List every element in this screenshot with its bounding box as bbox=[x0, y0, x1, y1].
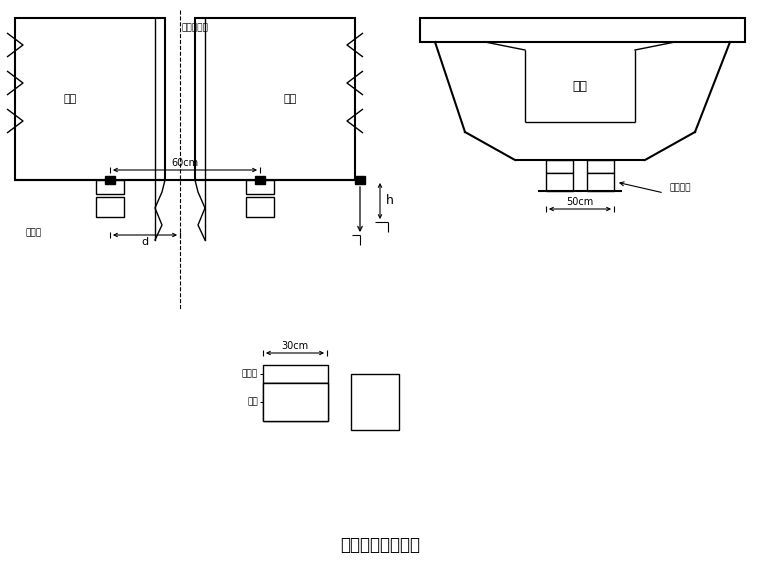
Text: d: d bbox=[141, 237, 148, 247]
Bar bbox=[246, 180, 274, 194]
Text: 纳砂: 纳砂 bbox=[247, 397, 258, 406]
Bar bbox=[546, 173, 573, 191]
Text: 钓板垂: 钓板垂 bbox=[242, 369, 258, 378]
Text: 支承垒压: 支承垒压 bbox=[669, 184, 691, 193]
Text: 主梁: 主梁 bbox=[63, 94, 77, 104]
Ellipse shape bbox=[355, 378, 395, 426]
Bar bbox=[263, 383, 328, 421]
Text: 50cm: 50cm bbox=[566, 197, 594, 207]
Bar bbox=[263, 365, 328, 383]
Bar bbox=[96, 197, 124, 217]
Bar bbox=[246, 197, 274, 217]
Bar bbox=[546, 160, 573, 173]
Bar bbox=[420, 18, 745, 42]
Text: 剧切距: 剧切距 bbox=[25, 229, 41, 238]
Bar bbox=[15, 18, 165, 180]
Text: 桥棁中心线: 桥棁中心线 bbox=[182, 23, 209, 32]
Text: h: h bbox=[386, 194, 394, 207]
Bar bbox=[96, 180, 124, 194]
Bar bbox=[351, 374, 399, 430]
Bar bbox=[105, 176, 115, 184]
Bar bbox=[255, 176, 265, 184]
Bar bbox=[587, 173, 614, 191]
Text: 主梁: 主梁 bbox=[283, 94, 296, 104]
Text: 30cm: 30cm bbox=[281, 341, 309, 351]
Bar bbox=[263, 383, 328, 421]
Bar bbox=[355, 176, 365, 184]
Bar bbox=[195, 18, 355, 180]
Text: 主梁: 主梁 bbox=[572, 80, 587, 93]
Bar bbox=[587, 160, 614, 173]
Text: 非连续端临时支座: 非连续端临时支座 bbox=[340, 536, 420, 554]
Text: 60cm: 60cm bbox=[172, 158, 198, 168]
